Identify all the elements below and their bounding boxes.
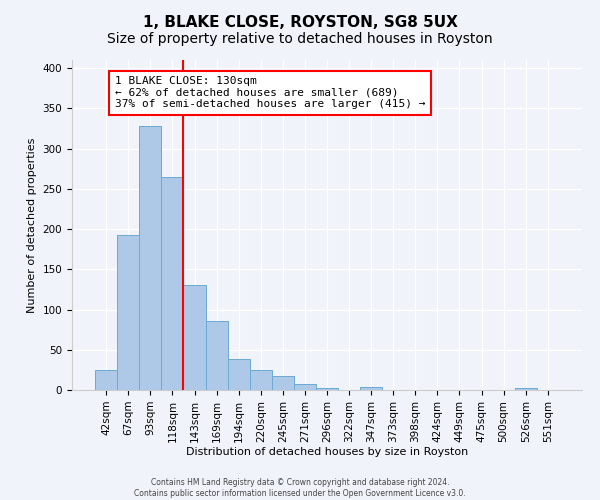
Bar xyxy=(360,387,382,390)
Bar xyxy=(206,321,227,390)
Bar xyxy=(316,388,338,390)
X-axis label: Distribution of detached houses by size in Royston: Distribution of detached houses by size … xyxy=(186,448,468,458)
Bar xyxy=(294,384,316,390)
Text: 1 BLAKE CLOSE: 130sqm
← 62% of detached houses are smaller (689)
37% of semi-det: 1 BLAKE CLOSE: 130sqm ← 62% of detached … xyxy=(115,76,425,110)
Y-axis label: Number of detached properties: Number of detached properties xyxy=(27,138,37,312)
Bar xyxy=(161,176,184,390)
Bar xyxy=(515,388,537,390)
Bar xyxy=(184,286,206,390)
Bar xyxy=(250,370,272,390)
Bar xyxy=(139,126,161,390)
Bar xyxy=(227,360,250,390)
Text: Size of property relative to detached houses in Royston: Size of property relative to detached ho… xyxy=(107,32,493,46)
Text: 1, BLAKE CLOSE, ROYSTON, SG8 5UX: 1, BLAKE CLOSE, ROYSTON, SG8 5UX xyxy=(143,15,457,30)
Bar xyxy=(272,376,294,390)
Bar xyxy=(95,370,117,390)
Bar xyxy=(117,234,139,390)
Text: Contains HM Land Registry data © Crown copyright and database right 2024.
Contai: Contains HM Land Registry data © Crown c… xyxy=(134,478,466,498)
